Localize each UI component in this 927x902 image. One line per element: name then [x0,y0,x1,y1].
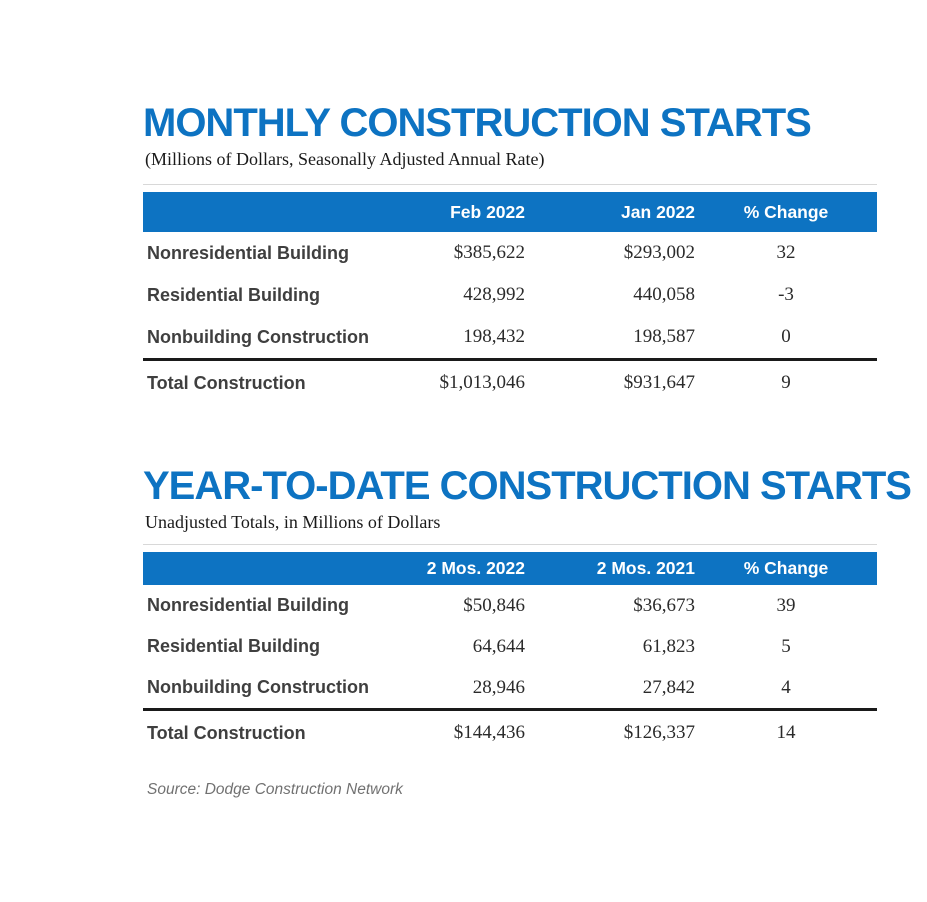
row-value-period2: 440,058 [633,284,695,305]
monthly-table-header-row: Feb 2022 Jan 2022 % Change [143,192,877,232]
row-value-pct-change: 39 [776,594,796,616]
table-row-total: Total Construction $144,436 $126,337 14 [143,711,877,755]
divider-hairline [143,184,877,185]
column-header-jan-2022: Jan 2022 [621,201,695,222]
table-row-residential: Residential Building 428,992 440,058 -3 [143,274,877,316]
column-header-2mos-2021: 2 Mos. 2021 [596,558,695,578]
table-row-residential: Residential Building 64,644 61,823 5 [143,626,877,667]
total-value-pct-change: 14 [776,722,796,743]
column-header-pct-change: % Change [743,201,829,222]
ytd-table-subtitle: Unadjusted Totals, in Millions of Dollar… [145,512,441,532]
row-label: Nonbuilding Construction [147,326,369,347]
monthly-starts-section: MONTHLY CONSTRUCTION STARTS (Millions of… [143,103,877,405]
row-value-period2: 27,842 [642,676,695,698]
row-value-pct-change: -3 [778,284,794,305]
total-value-period2: $931,647 [623,372,695,393]
total-value-period2: $126,337 [623,722,695,743]
row-value-period1: 28,946 [472,676,525,698]
table-row-nonresidential: Nonresidential Building $50,846 $36,673 … [143,585,877,626]
table-row-total: Total Construction $1,013,046 $931,647 9 [143,361,877,405]
table-row-nonbuilding: Nonbuilding Construction 198,432 198,587… [143,316,877,358]
divider-hairline [143,544,877,545]
row-value-period1: 428,992 [463,284,525,305]
column-header-feb-2022: Feb 2022 [450,201,525,222]
source-attribution: Source: Dodge Construction Network [147,781,403,798]
total-divider-line [143,708,877,711]
monthly-table-title: MONTHLY CONSTRUCTION STARTS [143,101,812,145]
total-label: Total Construction [147,722,306,743]
table-row-nonresidential: Nonresidential Building $385,622 $293,00… [143,232,877,274]
row-value-period1: $385,622 [453,242,525,263]
row-value-pct-change: 32 [776,242,796,263]
total-label: Total Construction [147,372,306,393]
row-value-period1: 198,432 [463,326,525,347]
total-divider-line [143,358,877,361]
row-label: Nonbuilding Construction [147,677,369,697]
row-value-pct-change: 0 [781,326,791,347]
row-label: Residential Building [147,636,321,656]
ytd-table-header-row: 2 Mos. 2022 2 Mos. 2021 % Change [143,552,877,585]
ytd-table-title: YEAR-TO-DATE CONSTRUCTION STARTS [143,464,912,508]
row-value-period2: $293,002 [623,242,695,263]
row-value-pct-change: 5 [781,635,791,657]
row-label: Residential Building [147,284,321,305]
total-value-period1: $144,436 [453,722,525,743]
row-value-period2: 61,823 [642,635,695,657]
ytd-starts-section: YEAR-TO-DATE CONSTRUCTION STARTS Unadjus… [143,464,912,755]
row-value-period1: 64,644 [472,635,525,657]
row-value-period2: $36,673 [633,594,695,616]
row-label: Nonresidential Building [147,242,350,263]
row-value-period2: 198,587 [633,326,695,347]
row-label: Nonresidential Building [147,595,350,615]
column-header-2mos-2022: 2 Mos. 2022 [426,558,525,578]
row-value-pct-change: 4 [781,676,791,698]
total-value-pct-change: 9 [781,372,791,393]
total-value-period1: $1,013,046 [439,372,526,393]
monthly-table-subtitle: (Millions of Dollars, Seasonally Adjuste… [145,149,545,169]
row-value-period1: $50,846 [463,594,525,616]
table-row-nonbuilding: Nonbuilding Construction 28,946 27,842 4 [143,667,877,708]
column-header-pct-change: % Change [743,558,829,578]
